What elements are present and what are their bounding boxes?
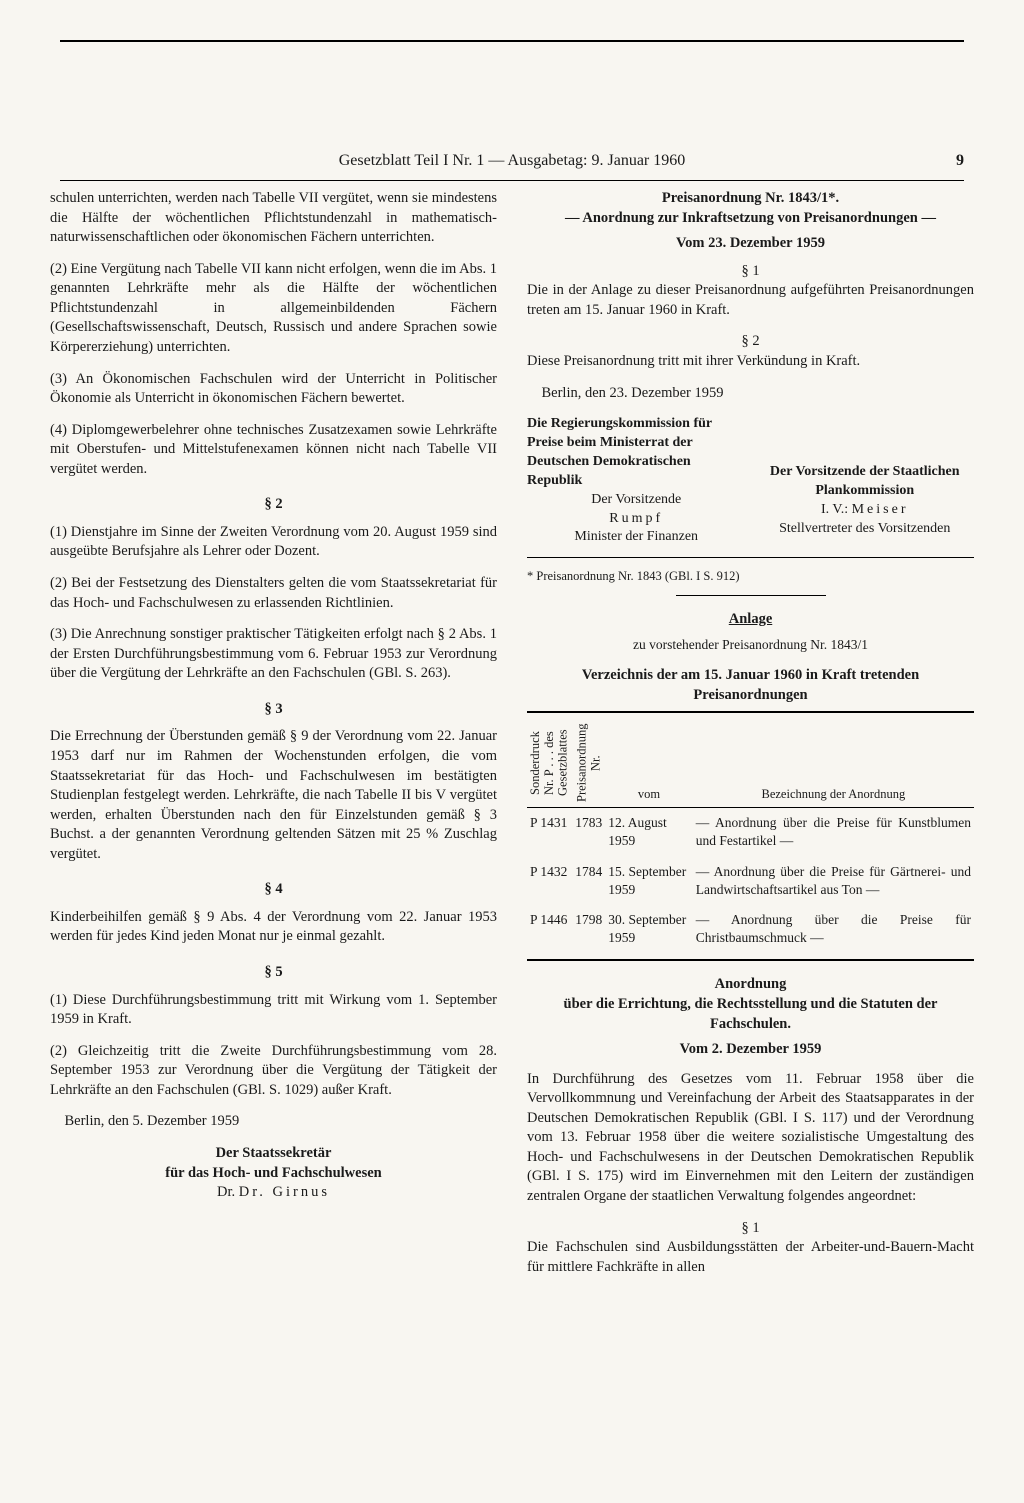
- divider: [60, 180, 964, 181]
- ordinance-subtitle: — Anordnung zur Inkraftsetzung von Preis…: [527, 209, 974, 229]
- signature-title: Minister der Finanzen: [527, 528, 746, 547]
- signature-row: Die Regierungskommission für Preise beim…: [527, 415, 974, 547]
- section-heading: § 3: [50, 700, 497, 720]
- paragraph: Die Fachschulen sind Ausbildungsstätten …: [527, 1238, 974, 1277]
- table-row: P 1432178415. September 1959— Anordnung …: [527, 857, 974, 905]
- signature-surname: Meiser: [852, 502, 909, 517]
- signature-line: Der Staatssekretär: [50, 1144, 497, 1164]
- anordnung-title: Anordnung: [527, 975, 974, 995]
- footnote: * Preisanordnung Nr. 1843 (GBl. I S. 912…: [527, 568, 974, 585]
- cell: 30. September 1959: [605, 905, 692, 953]
- anlage-table: Sonderdruck Nr. P . . . des Gesetzblatte…: [527, 719, 974, 953]
- paragraph: In Durchführung des Gesetzes vom 11. Feb…: [527, 1070, 974, 1207]
- section-heading: § 2: [527, 332, 974, 352]
- cell: — Anordnung über die Preise für Christba…: [693, 905, 974, 953]
- paragraph: Die Errechnung der Überstunden gemäß § 9…: [50, 727, 497, 864]
- paragraph: (2) Bei der Festsetzung des Dienstalters…: [50, 574, 497, 613]
- ordinance-date: Vom 23. Dezember 1959: [527, 234, 974, 254]
- page-number: 9: [956, 152, 964, 170]
- divider-short: [676, 595, 826, 596]
- signature-name: Rumpf: [527, 510, 746, 529]
- paragraph: Diese Preisanordnung tritt mit ihrer Ver…: [527, 352, 974, 372]
- verzeichnis-title: Verzeichnis der am 15. Januar 1960 in Kr…: [527, 666, 974, 705]
- anlage-subtitle: zu vorstehender Preisanordnung Nr. 1843/…: [527, 636, 974, 654]
- table-top-rule: [527, 711, 974, 713]
- ordinance-title: Preisanordnung Nr. 1843/1*.: [527, 189, 974, 209]
- signature-block: Der Staatssekretär für das Hoch- und Fac…: [50, 1144, 497, 1203]
- col-header: Preisanordnung Nr.: [572, 719, 605, 807]
- section-heading: § 1: [527, 262, 974, 282]
- signature-left: Die Regierungskommission für Preise beim…: [527, 415, 746, 547]
- paragraph: (3) Die Anrechnung sonstiger praktischer…: [50, 625, 497, 684]
- left-column: schulen unterrichten, werden nach Tabell…: [50, 189, 497, 1289]
- cell: P 1432: [527, 857, 572, 905]
- signature-title: Stellvertreter des Vorsitzenden: [756, 520, 975, 539]
- cell: P 1431: [527, 808, 572, 856]
- header-text: Gesetzblatt Teil I Nr. 1 — Ausgabetag: 9…: [339, 152, 686, 169]
- paragraph: (2) Gleichzeitig tritt die Zweite Durchf…: [50, 1042, 497, 1101]
- paragraph: (1) Dienstjahre im Sinne der Zweiten Ver…: [50, 523, 497, 562]
- signature-right: Der Vorsitzende der Staatlichen Plankomm…: [756, 415, 975, 547]
- signature-org: Die Regierungskommission für Preise beim…: [527, 415, 746, 491]
- cell: 12. August 1959: [605, 808, 692, 856]
- paragraph: (2) Eine Vergütung nach Tabelle VII kann…: [50, 260, 497, 358]
- anlage-heading: Anlage: [527, 610, 974, 630]
- paragraph: (4) Diplomgewerbelehrer ohne technisches…: [50, 421, 497, 480]
- section-heading: § 2: [50, 495, 497, 515]
- cell: — Anordnung über die Preise für Gärtnere…: [693, 857, 974, 905]
- place-date: Berlin, den 23. Dezember 1959: [527, 384, 974, 404]
- col-header: Sonderdruck Nr. P . . . des Gesetzblatte…: [527, 719, 572, 807]
- paragraph: (3) An Ökonomischen Fachschulen wird der…: [50, 370, 497, 409]
- cell: 1798: [572, 905, 605, 953]
- signature-name: Dr. Dr. Girnus: [50, 1183, 497, 1203]
- table-bottom-rule: [527, 959, 974, 961]
- cell: 1784: [572, 857, 605, 905]
- cell: — Anordnung über die Preise für Kunstblu…: [693, 808, 974, 856]
- col-header: vom: [605, 719, 692, 807]
- table-header-row: Sonderdruck Nr. P . . . des Gesetzblatte…: [527, 719, 974, 807]
- cell: P 1446: [527, 905, 572, 953]
- signature-surname: Dr. Girnus: [239, 1184, 330, 1200]
- two-columns: schulen unterrichten, werden nach Tabell…: [50, 189, 974, 1289]
- signature-role: Der Vorsitzende: [527, 491, 746, 510]
- anordnung-subtitle: über die Errichtung, die Rechtsstellung …: [527, 995, 974, 1034]
- divider: [527, 557, 974, 558]
- table-row: P 1431178312. August 1959— Anordnung übe…: [527, 808, 974, 856]
- signature-org: Der Vorsitzende der Staatlichen Plankomm…: [756, 463, 975, 501]
- section-heading: § 5: [50, 963, 497, 983]
- paragraph: Kinderbeihilfen gemäß § 9 Abs. 4 der Ver…: [50, 908, 497, 947]
- section-heading: § 4: [50, 880, 497, 900]
- document-page: Gesetzblatt Teil I Nr. 1 — Ausgabetag: 9…: [0, 0, 1024, 1503]
- anordnung-date: Vom 2. Dezember 1959: [527, 1040, 974, 1060]
- signature-name: I. V.: Meiser: [756, 501, 975, 520]
- page-header: Gesetzblatt Teil I Nr. 1 — Ausgabetag: 9…: [50, 42, 974, 180]
- section-heading: § 1: [527, 1219, 974, 1239]
- paragraph: schulen unterrichten, werden nach Tabell…: [50, 189, 497, 248]
- place-date: Berlin, den 5. Dezember 1959: [50, 1112, 497, 1132]
- table-row: P 1446179830. September 1959— Anordnung …: [527, 905, 974, 953]
- cell: 1783: [572, 808, 605, 856]
- paragraph: (1) Diese Durchführungsbestimmung tritt …: [50, 991, 497, 1030]
- cell: 15. September 1959: [605, 857, 692, 905]
- col-header: Bezeichnung der Anordnung: [693, 719, 974, 807]
- paragraph: Die in der Anlage zu dieser Preisanordnu…: [527, 281, 974, 320]
- right-column: Preisanordnung Nr. 1843/1*. — Anordnung …: [527, 189, 974, 1289]
- signature-line: für das Hoch- und Fachschulwesen: [50, 1164, 497, 1184]
